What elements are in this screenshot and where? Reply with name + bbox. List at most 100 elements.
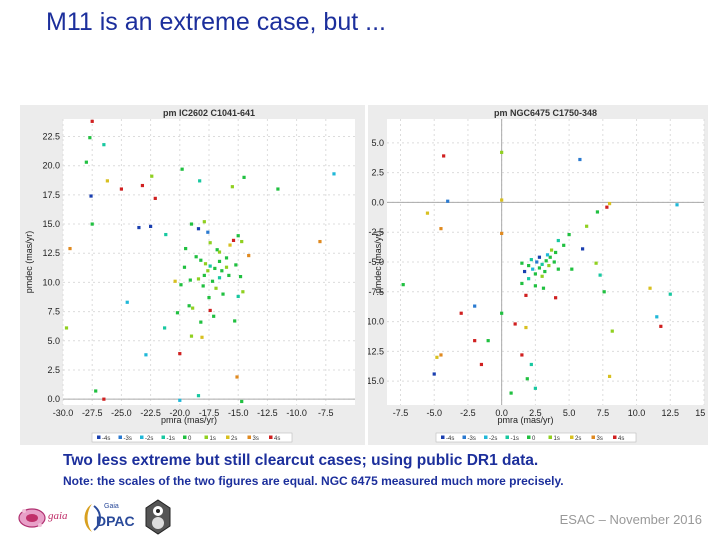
legend-marker xyxy=(204,435,208,439)
data-point xyxy=(585,224,589,228)
data-point xyxy=(236,234,240,238)
data-point xyxy=(188,278,192,282)
data-point xyxy=(224,256,229,260)
data-point xyxy=(234,263,238,267)
data-point xyxy=(180,167,184,171)
data-point xyxy=(570,267,574,271)
data-point xyxy=(659,324,663,328)
y-tick-label: -12.5 xyxy=(368,346,384,356)
x-tick-label: -15.0 xyxy=(228,408,249,418)
data-point xyxy=(439,353,443,357)
data-point xyxy=(578,157,582,162)
gaia-logo: gaia xyxy=(10,498,70,536)
y-tick-label: -2.5 xyxy=(368,227,384,237)
y-tick-label: 0.0 xyxy=(47,394,60,404)
data-point xyxy=(227,273,231,278)
data-point xyxy=(432,372,436,376)
legend-marker xyxy=(548,435,552,439)
data-point xyxy=(537,255,542,259)
data-point xyxy=(247,253,251,258)
data-point xyxy=(668,292,672,296)
data-point xyxy=(500,150,504,154)
data-point xyxy=(199,258,203,262)
data-point xyxy=(525,377,529,381)
data-point xyxy=(580,247,585,251)
data-point xyxy=(549,248,554,252)
legend-label: -4s xyxy=(102,436,110,442)
x-tick-label: -17.5 xyxy=(199,408,220,418)
data-point xyxy=(241,290,245,294)
y-axis-label: pmdec (mas/yr) xyxy=(24,231,34,294)
x-tick-label: -5.0 xyxy=(426,408,442,418)
y-tick-label: 20.0 xyxy=(42,161,60,171)
data-point xyxy=(479,362,484,367)
penguin-icon xyxy=(145,499,171,535)
data-point xyxy=(500,198,504,202)
legend-marker xyxy=(484,435,488,439)
data-point xyxy=(533,386,537,390)
data-point xyxy=(544,259,548,263)
x-tick-label: -10.0 xyxy=(286,408,307,418)
data-point xyxy=(90,222,94,226)
data-point xyxy=(520,353,524,357)
data-point xyxy=(541,286,546,290)
data-point xyxy=(442,154,446,158)
data-point xyxy=(595,210,600,214)
y-tick-label: -5.0 xyxy=(368,257,384,267)
data-point xyxy=(540,274,544,278)
data-point xyxy=(178,352,182,356)
legend-marker xyxy=(161,435,165,439)
data-point xyxy=(196,394,201,398)
data-point xyxy=(89,194,93,198)
data-point xyxy=(439,227,443,231)
x-tick-label: -12.5 xyxy=(257,408,278,418)
data-point xyxy=(242,175,246,179)
legend-label: 1s xyxy=(554,436,560,442)
data-point xyxy=(318,239,322,244)
data-point xyxy=(533,272,537,276)
data-point xyxy=(184,246,188,251)
data-point xyxy=(144,353,148,357)
data-point xyxy=(206,269,210,273)
data-point xyxy=(207,296,211,300)
data-point xyxy=(527,263,531,268)
data-point xyxy=(102,143,106,147)
data-point xyxy=(531,267,535,271)
legend-marker xyxy=(505,435,509,439)
data-point xyxy=(217,276,222,280)
data-point xyxy=(119,187,123,191)
gaia-logo-text: gaia xyxy=(48,510,68,522)
chart-title: pm IC2602 C1041-641 xyxy=(163,108,255,118)
data-point xyxy=(529,258,533,262)
chart-ic2602: pm IC2602 C1041-641-30.0 -27.5 -25.0 -22.5-… xyxy=(24,108,355,443)
data-point xyxy=(90,119,94,123)
data-point xyxy=(548,255,552,259)
x-tick-label: -7.5 xyxy=(318,408,334,418)
legend-label: 2s xyxy=(231,436,237,442)
data-point xyxy=(140,183,145,188)
data-point xyxy=(602,290,606,294)
penguin-logo xyxy=(144,498,172,536)
dpac-logo: Gaia DPAC xyxy=(80,500,140,538)
data-point xyxy=(527,277,531,281)
x-axis-label: pmra (mas/yr) xyxy=(498,415,554,425)
data-point xyxy=(175,311,180,315)
data-point xyxy=(231,238,236,243)
data-point xyxy=(208,264,212,268)
x-tick-label: 2.5 xyxy=(529,408,542,418)
data-point xyxy=(215,248,219,252)
legend-marker xyxy=(97,435,101,439)
data-point xyxy=(213,266,217,271)
data-point xyxy=(149,224,153,228)
data-point xyxy=(153,196,157,200)
data-point xyxy=(202,220,206,224)
data-point xyxy=(607,202,612,206)
data-point xyxy=(196,227,201,231)
data-point xyxy=(520,261,524,265)
legend-marker xyxy=(226,435,230,439)
x-tick-label: -20.0 xyxy=(170,408,191,418)
data-point xyxy=(189,334,194,338)
data-point xyxy=(220,269,224,273)
data-point xyxy=(648,286,652,290)
data-point xyxy=(610,329,614,333)
